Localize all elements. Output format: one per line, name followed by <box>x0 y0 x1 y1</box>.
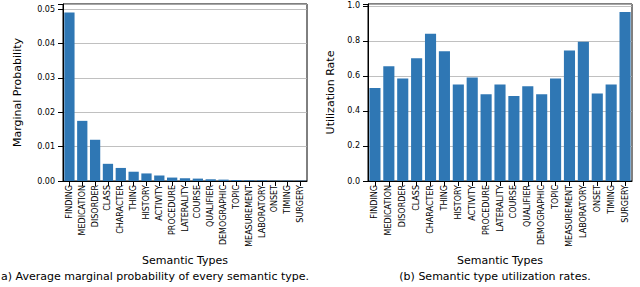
svg-text:PROCEDURE: PROCEDURE <box>168 185 177 235</box>
svg-text:DEMOGRAPHIC: DEMOGRAPHIC <box>219 185 228 246</box>
svg-text:PROCEDURE: PROCEDURE <box>482 185 491 235</box>
svg-text:MEASUREMENT: MEASUREMENT <box>565 185 574 247</box>
svg-text:0.8: 0.8 <box>347 36 360 45</box>
svg-text:MEDICATION: MEDICATION <box>78 185 87 235</box>
svg-text:TIMING: TIMING <box>607 185 616 215</box>
svg-text:CHARACTER: CHARACTER <box>116 185 125 234</box>
svg-text:(b) Semantic type utilization: (b) Semantic type utilization rates. <box>399 270 590 283</box>
svg-text:LABORATORY: LABORATORY <box>258 185 267 238</box>
svg-text:MEASUREMENT: MEASUREMENT <box>245 185 254 247</box>
svg-text:SURGERY: SURGERY <box>296 185 305 223</box>
svg-text:COURSE: COURSE <box>193 185 202 218</box>
svg-text:0.01: 0.01 <box>37 142 55 151</box>
svg-text:0.0: 0.0 <box>347 177 360 186</box>
svg-text:Marginal Probability: Marginal Probability <box>11 38 24 148</box>
svg-text:ONSET: ONSET <box>270 185 279 212</box>
svg-text:HISTORY: HISTORY <box>142 185 151 220</box>
svg-text:LATERALITY: LATERALITY <box>181 185 190 232</box>
svg-text:THING: THING <box>129 185 138 211</box>
svg-text:a) Average marginal probabilit: a) Average marginal probability of every… <box>1 270 309 283</box>
svg-text:1.0: 1.0 <box>347 1 360 10</box>
svg-text:LABORATORY: LABORATORY <box>579 185 588 238</box>
svg-text:Utilization Rate: Utilization Rate <box>324 50 337 134</box>
svg-text:Semantic Types: Semantic Types <box>142 254 228 267</box>
svg-text:DEMOGRAPHIC: DEMOGRAPHIC <box>537 185 546 246</box>
svg-text:LATERALITY: LATERALITY <box>496 185 505 232</box>
svg-text:ONSET: ONSET <box>593 185 602 212</box>
svg-text:0.6: 0.6 <box>347 71 360 80</box>
svg-text:0.4: 0.4 <box>347 106 360 115</box>
svg-text:TIMING: TIMING <box>283 185 292 215</box>
svg-text:CLASS: CLASS <box>103 185 112 211</box>
svg-text:0.03: 0.03 <box>37 73 55 82</box>
svg-text:DISORDER: DISORDER <box>91 185 100 228</box>
svg-text:QUALIFIER: QUALIFIER <box>523 185 532 227</box>
svg-text:FINDING: FINDING <box>370 185 379 219</box>
svg-text:ACTIVITY: ACTIVITY <box>155 185 164 221</box>
svg-text:CLASS: CLASS <box>412 185 421 211</box>
svg-text:THING: THING <box>440 185 449 211</box>
svg-text:QUALIFIER: QUALIFIER <box>206 185 215 227</box>
svg-text:TOPIC: TOPIC <box>551 185 560 210</box>
svg-text:DISORDER: DISORDER <box>398 185 407 228</box>
svg-text:MEDICATION: MEDICATION <box>384 185 393 235</box>
svg-text:Semantic Types: Semantic Types <box>457 254 543 267</box>
svg-text:0.05: 0.05 <box>37 5 55 14</box>
svg-text:TOPIC: TOPIC <box>232 185 241 210</box>
svg-text:FINDING: FINDING <box>65 185 74 219</box>
svg-text:0.2: 0.2 <box>347 141 360 150</box>
svg-text:HISTORY: HISTORY <box>454 185 463 220</box>
svg-text:SURGERY: SURGERY <box>621 185 630 223</box>
svg-text:0.04: 0.04 <box>37 39 55 48</box>
svg-text:CHARACTER: CHARACTER <box>426 185 435 234</box>
svg-text:COURSE: COURSE <box>509 185 518 218</box>
svg-text:0.00: 0.00 <box>37 177 55 186</box>
svg-text:0.02: 0.02 <box>37 108 55 117</box>
svg-text:ACTIVITY: ACTIVITY <box>468 185 477 221</box>
